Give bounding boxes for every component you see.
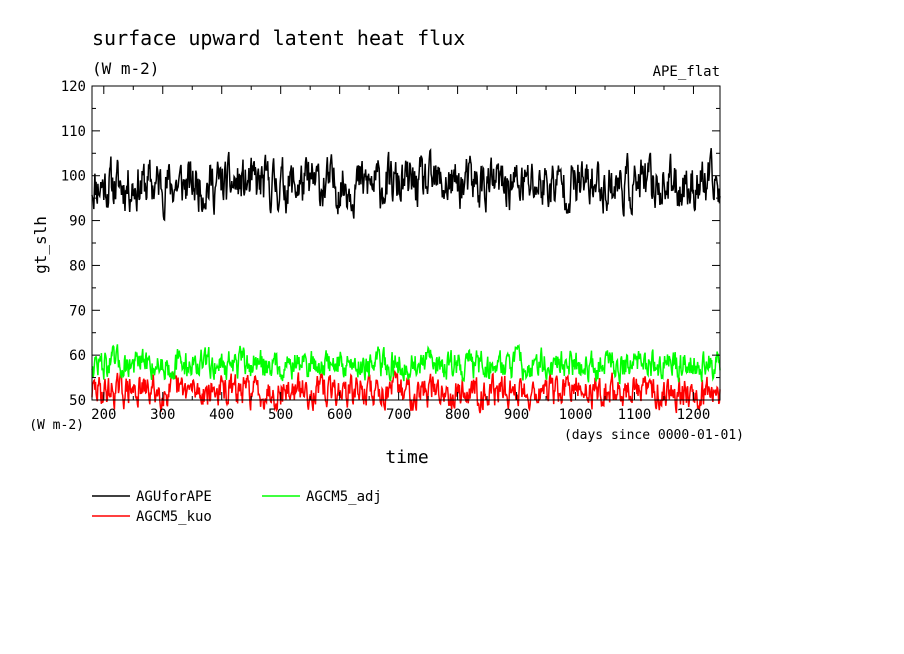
x-tick-label: 1000	[559, 407, 593, 423]
y-tick-label: 50	[69, 393, 86, 409]
x-unit-note: (days since 0000-01-01)	[564, 428, 744, 443]
x-tick-label: 200	[91, 407, 116, 423]
series-layer	[91, 148, 721, 414]
x-tick-label: 800	[445, 407, 470, 423]
legend-label: AGCM5_adj	[306, 489, 382, 505]
series-line-agcm5-kuo	[91, 369, 721, 414]
legend-label: AGUforAPE	[136, 489, 212, 505]
series-line-agcm5-adj	[91, 343, 721, 385]
y-axis-label: gt_slh	[31, 216, 50, 274]
y-tick-label: 90	[69, 214, 86, 230]
top-right-label: APE_flat	[653, 64, 720, 80]
y-tick-label: 60	[69, 348, 86, 364]
y-tick-label: 70	[69, 303, 86, 319]
legend: AGUforAPE AGCM5_kuo AGCM5_adj	[92, 489, 382, 525]
x-tick-label: 500	[268, 407, 293, 423]
x-tick-label: 700	[386, 407, 411, 423]
x-tick-label: 900	[504, 407, 529, 423]
chart-title: surface upward latent heat flux	[92, 26, 465, 50]
y-tick-label: 80	[69, 258, 86, 274]
x-tick-label: 1200	[677, 407, 711, 423]
legend-label: AGCM5_kuo	[136, 509, 212, 525]
y-unit-note: (W m-2)	[29, 418, 84, 433]
y-tick-label: 110	[61, 124, 86, 140]
x-axis-label: time	[385, 447, 428, 468]
plot-frame	[91, 85, 721, 401]
x-tick-label: 300	[150, 407, 175, 423]
chart-subtitle: (W m-2)	[92, 59, 159, 78]
x-tick-label: 600	[327, 407, 352, 423]
x-tick-label: 1100	[618, 407, 652, 423]
x-tick-label: 400	[209, 407, 234, 423]
y-tick-label: 120	[61, 79, 86, 95]
series-line-aguforape	[91, 148, 721, 222]
ticks-layer: 200 300 400 500 600 700 800 900 1000 1100 1200 50 60…	[61, 79, 720, 423]
y-tick-label: 100	[61, 169, 86, 185]
